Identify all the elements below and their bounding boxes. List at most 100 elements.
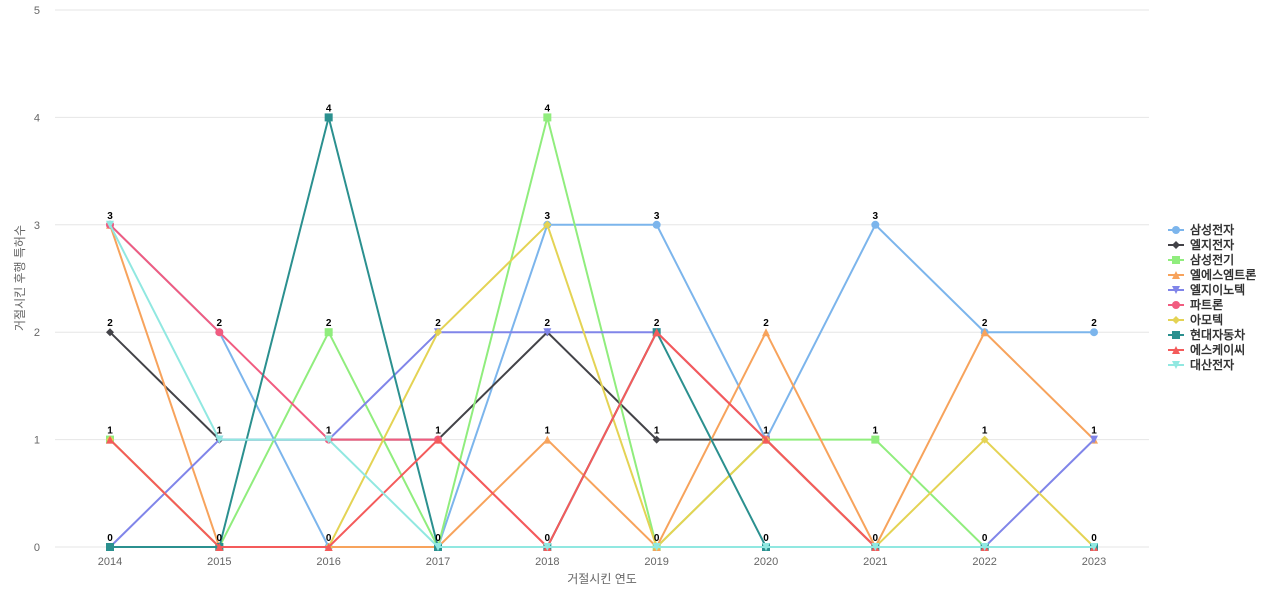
legend-item[interactable]: 아모텍 bbox=[1168, 312, 1256, 327]
series-lines bbox=[106, 113, 1098, 551]
data-point bbox=[652, 435, 661, 444]
legend-marker-icon bbox=[1168, 285, 1184, 294]
legend-marker-icon bbox=[1168, 270, 1184, 279]
data-point bbox=[652, 220, 661, 229]
data-point bbox=[324, 435, 333, 444]
data-point bbox=[980, 543, 989, 551]
series-group bbox=[106, 220, 1098, 551]
legend-label: 아모텍 bbox=[1190, 313, 1224, 327]
data-label: 2 bbox=[763, 318, 769, 329]
data-point bbox=[1172, 240, 1180, 249]
legend-marker-icon bbox=[1168, 255, 1184, 264]
data-point bbox=[652, 328, 661, 337]
x-tick-label: 2016 bbox=[316, 556, 340, 568]
data-label: 1 bbox=[545, 426, 551, 437]
legend-label: 엘지이노텍 bbox=[1190, 283, 1246, 297]
legend-label: 파트론 bbox=[1190, 298, 1224, 312]
data-label: 1 bbox=[1091, 426, 1097, 437]
y-tick-label: 1 bbox=[34, 435, 40, 447]
data-point bbox=[762, 328, 770, 337]
data-label: 1 bbox=[763, 426, 769, 437]
data-point bbox=[543, 220, 552, 229]
data-point bbox=[215, 435, 224, 444]
legend-item[interactable]: 파트론 bbox=[1168, 297, 1256, 312]
x-tick-label: 2023 bbox=[1082, 556, 1106, 568]
data-point bbox=[1172, 315, 1180, 324]
legend-item[interactable]: 현대자동차 bbox=[1168, 327, 1256, 342]
chart-legend: 삼성전자 엘지전자 삼성전기 엘에스엠트론 엘지이노텍 파트론 아모텍 현대자동차 에스케이씨 대… bbox=[1168, 222, 1256, 372]
data-point bbox=[1172, 285, 1180, 294]
data-point bbox=[543, 113, 552, 122]
legend-label: 삼성전기 bbox=[1190, 253, 1235, 267]
data-point bbox=[1172, 225, 1180, 234]
y-axis-ticks: 0 1 2 3 4 5 bbox=[34, 5, 40, 554]
data-label: 3 bbox=[545, 211, 551, 222]
data-point bbox=[434, 435, 442, 444]
x-tick-label: 2022 bbox=[972, 556, 996, 568]
data-point bbox=[434, 543, 442, 551]
legend-item[interactable]: 삼성전기 bbox=[1168, 252, 1256, 267]
x-tick-label: 2015 bbox=[207, 556, 231, 568]
data-point bbox=[106, 220, 114, 229]
x-tick-label: 2018 bbox=[535, 556, 559, 568]
legend-item[interactable]: 엘지전자 bbox=[1168, 237, 1256, 252]
data-point bbox=[652, 543, 661, 551]
legend-label: 삼성전자 bbox=[1190, 223, 1235, 237]
x-tick-label: 2019 bbox=[644, 556, 668, 568]
legend-marker-icon bbox=[1168, 240, 1184, 249]
data-point bbox=[1172, 360, 1180, 369]
data-point bbox=[106, 328, 114, 337]
x-tick-label: 2020 bbox=[754, 556, 778, 568]
data-label: 0 bbox=[873, 533, 879, 544]
legend-label: 에스케이씨 bbox=[1190, 343, 1246, 357]
data-label: 0 bbox=[107, 533, 113, 544]
data-label: 1 bbox=[217, 426, 223, 437]
data-label: 4 bbox=[545, 103, 551, 114]
data-point bbox=[324, 113, 333, 122]
data-point bbox=[324, 328, 333, 337]
data-label: 0 bbox=[654, 533, 660, 544]
legend-item[interactable]: 에스케이씨 bbox=[1168, 342, 1256, 357]
data-point bbox=[324, 543, 333, 551]
data-label: 0 bbox=[435, 533, 441, 544]
data-label: 2 bbox=[654, 318, 660, 329]
data-label: 1 bbox=[982, 426, 988, 437]
x-axis-title: 거절시킨 연도 bbox=[567, 572, 637, 586]
data-point bbox=[1172, 300, 1180, 309]
data-point bbox=[543, 435, 552, 444]
data-label: 1 bbox=[654, 426, 660, 437]
x-axis-ticks: 2014 2015 2016 2017 2018 2019 2020 2021 2022 2023 bbox=[98, 556, 1106, 568]
data-label: 0 bbox=[326, 533, 332, 544]
data-point bbox=[215, 543, 224, 551]
legend-item[interactable]: 삼성전자 bbox=[1168, 222, 1256, 237]
legend-marker-icon bbox=[1168, 225, 1184, 234]
legend-item[interactable]: 엘지이노텍 bbox=[1168, 282, 1256, 297]
data-point bbox=[1172, 270, 1180, 279]
data-label: 3 bbox=[654, 211, 660, 222]
series-line bbox=[109, 224, 1094, 548]
legend-item[interactable]: 엘에스엠트론 bbox=[1168, 267, 1256, 282]
data-point bbox=[543, 328, 552, 337]
data-label: 2 bbox=[435, 318, 441, 329]
legend-item[interactable]: 대산전자 bbox=[1168, 357, 1256, 372]
data-label: 0 bbox=[982, 533, 988, 544]
data-point bbox=[871, 435, 880, 444]
y-axis-title: 거절시킨 후행 특허수 bbox=[12, 225, 27, 331]
data-label: 1 bbox=[326, 426, 332, 437]
x-tick-label: 2017 bbox=[426, 556, 450, 568]
x-tick-label: 2021 bbox=[863, 556, 887, 568]
data-point bbox=[1172, 345, 1180, 354]
data-point bbox=[1090, 543, 1098, 551]
data-label: 0 bbox=[545, 533, 551, 544]
series-line bbox=[109, 222, 1095, 549]
data-label: 2 bbox=[217, 318, 223, 329]
legend-label: 엘지전자 bbox=[1190, 238, 1235, 252]
data-label: 2 bbox=[982, 318, 988, 329]
legend-label: 엘에스엠트론 bbox=[1190, 268, 1257, 282]
legend-marker-icon bbox=[1168, 330, 1184, 339]
series-group bbox=[106, 220, 1098, 551]
legend-label: 현대자동차 bbox=[1190, 328, 1246, 342]
data-point bbox=[762, 543, 770, 551]
y-tick-label: 2 bbox=[34, 327, 40, 339]
